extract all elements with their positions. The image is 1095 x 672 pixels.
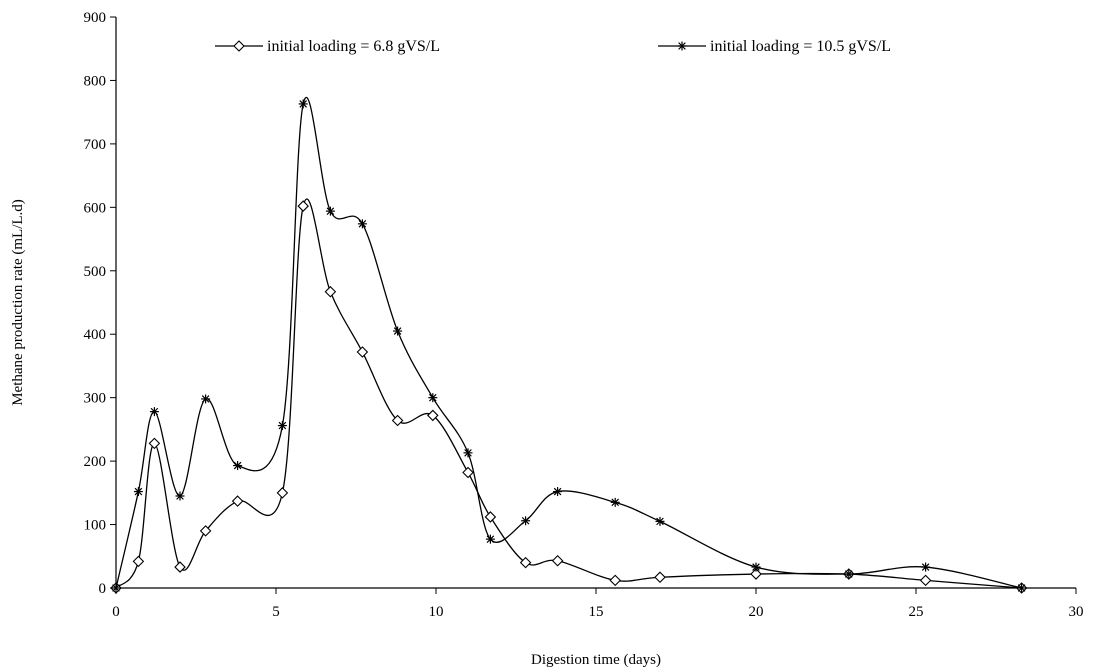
data-point — [391, 414, 404, 427]
legend-item-1: initial loading = 6.8 gVS/L — [215, 38, 440, 55]
data-point — [174, 561, 186, 573]
x-tick-label: 0 — [112, 604, 120, 620]
y-axis-title: Methane production rate (mL/L.d) — [10, 199, 26, 406]
data-point — [462, 466, 474, 479]
data-point — [521, 516, 531, 526]
data-point — [655, 516, 665, 526]
data-point — [654, 571, 666, 583]
data-point — [175, 491, 185, 501]
legend: initial loading = 6.8 gVS/L initial loadi… — [215, 38, 891, 55]
data-point — [609, 574, 621, 587]
data-point — [357, 219, 367, 229]
x-tick-label: 5 — [272, 604, 280, 620]
series-2 — [111, 96, 1027, 593]
y-tick-label: 100 — [84, 518, 107, 534]
data-point — [428, 393, 438, 403]
series-layer — [110, 96, 1028, 594]
data-point — [919, 574, 932, 587]
y-tick-label: 900 — [84, 10, 107, 26]
data-point — [519, 556, 532, 569]
data-point — [148, 437, 161, 450]
axes: 0 100 200 300 400 500 600 700 800 900 0 5 10 15 20 25 30 — [84, 10, 1084, 620]
data-point — [132, 555, 145, 568]
data-point — [199, 525, 212, 537]
data-point — [393, 326, 403, 336]
data-point — [356, 346, 369, 358]
x-tick-label: 25 — [909, 604, 924, 620]
series-1 — [110, 198, 1028, 594]
data-point — [201, 394, 211, 404]
data-point — [133, 487, 143, 497]
data-point — [484, 511, 497, 523]
series-line — [115, 198, 1022, 589]
data-point — [277, 421, 287, 431]
data-point — [276, 487, 289, 499]
y-tick-label: 300 — [84, 391, 107, 407]
legend-label: initial loading = 6.8 gVS/L — [267, 38, 440, 55]
legend-item-2: initial loading = 10.5 gVS/L — [658, 38, 891, 55]
x-tick-label: 20 — [749, 604, 764, 620]
x-axis-title: Digestion time (days) — [531, 652, 661, 668]
y-tick-label: 600 — [84, 200, 107, 216]
data-point — [111, 583, 121, 593]
data-point — [553, 487, 563, 497]
data-point — [751, 562, 761, 572]
legend-marker — [677, 41, 687, 51]
data-point — [324, 285, 337, 298]
data-point — [149, 407, 159, 417]
data-point — [233, 461, 243, 471]
data-point — [1017, 583, 1027, 593]
data-point — [463, 448, 473, 458]
series-line — [115, 96, 1022, 589]
y-tick-label: 800 — [84, 73, 107, 89]
data-point — [297, 200, 309, 212]
data-point — [485, 534, 495, 544]
legend-label: initial loading = 10.5 gVS/L — [710, 38, 891, 55]
legend-marker — [233, 40, 245, 52]
x-tick-label: 15 — [589, 604, 604, 620]
y-tick-label: 400 — [84, 327, 107, 343]
y-tick-label: 500 — [84, 264, 107, 280]
y-tick-label: 200 — [84, 454, 107, 470]
y-tick-label: 0 — [99, 581, 107, 597]
data-point — [231, 495, 244, 507]
data-point — [844, 569, 854, 579]
data-point — [551, 554, 564, 567]
data-point — [610, 497, 620, 507]
data-point — [325, 206, 335, 216]
data-point — [298, 99, 308, 109]
x-tick-label: 30 — [1069, 604, 1084, 620]
x-tick-label: 10 — [429, 604, 444, 620]
data-point — [750, 568, 762, 580]
y-tick-label: 700 — [84, 137, 107, 153]
data-point — [427, 409, 439, 422]
data-point — [921, 562, 931, 572]
